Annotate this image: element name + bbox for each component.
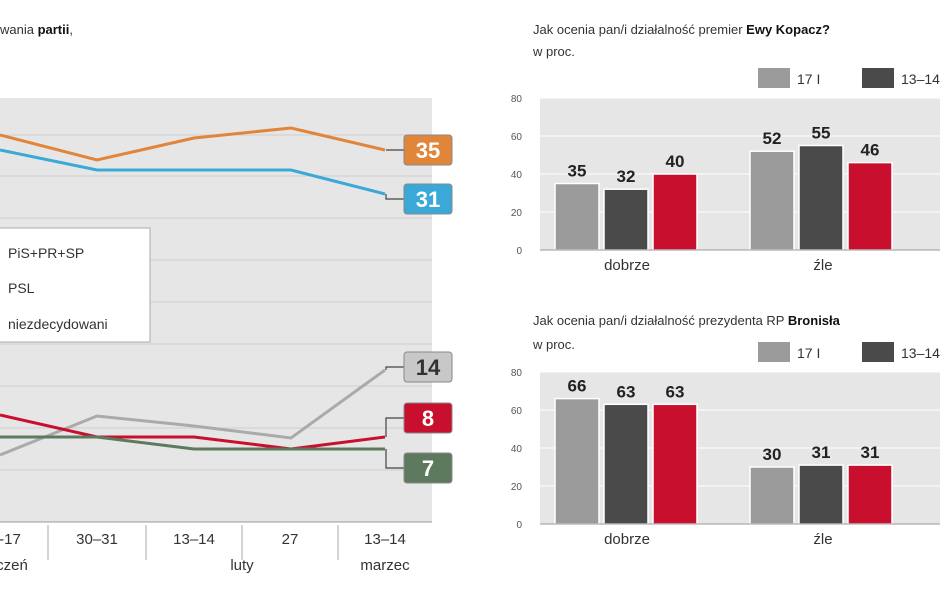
legend-label: 13–14	[901, 345, 940, 361]
end-label-value: 14	[416, 355, 441, 380]
category-label: dobrze	[604, 531, 650, 548]
left-chart-title: wania partii,	[0, 22, 73, 37]
bar	[554, 397, 600, 525]
line-series	[0, 413, 386, 451]
bar-value-label: 66	[568, 377, 587, 396]
bar	[603, 188, 649, 251]
legend-swatch	[862, 342, 894, 362]
bar-value-label: 40	[666, 152, 685, 171]
top-chart-unit: w proc.	[533, 44, 575, 59]
legend-swatch	[758, 342, 790, 362]
end-label-box	[403, 452, 453, 484]
bar-value-label: 30	[763, 445, 782, 464]
legend-box	[0, 227, 151, 343]
bar	[652, 173, 698, 251]
bar-chart-komorowski: 17 I 13–14 80 60 40 20 0 66 63 63 30 31 31 dobrze źle	[511, 342, 940, 548]
legend-swatch	[758, 68, 790, 88]
bar	[847, 464, 893, 525]
y-tick-label: 20	[511, 482, 523, 493]
y-tick-label: 40	[511, 170, 523, 181]
x-tick-label: -17	[0, 531, 21, 548]
category-label: źle	[813, 531, 832, 548]
legend-label: 13–14	[901, 71, 940, 87]
bar	[798, 464, 844, 525]
bar-value-label: 52	[763, 129, 782, 148]
x-tick-label: 13–14	[173, 531, 215, 548]
bar-legend: 17 I 13–14	[758, 342, 940, 362]
bar	[798, 144, 844, 251]
line-series	[0, 435, 385, 451]
x-tick-label: 27	[282, 531, 299, 548]
end-label-value: 35	[416, 138, 440, 163]
month-label: luty	[230, 557, 254, 574]
end-label-value: 8	[422, 406, 434, 431]
label-connector	[385, 449, 404, 469]
end-label-box	[403, 351, 453, 383]
y-tick-label: 80	[511, 368, 523, 379]
bottom-chart-title: Jak ocenia pan/i działalność prezydenta …	[533, 313, 840, 328]
bar	[603, 403, 649, 525]
legend-swatch	[862, 68, 894, 88]
y-tick-label: 80	[511, 94, 523, 105]
legend-label: 17 I	[797, 345, 820, 361]
bar-value-label: 55	[812, 124, 831, 143]
x-tick-label: 13–14	[364, 531, 406, 548]
bar-chart-kopacz: 17 I 13–14 80 60 40 20 0 35 32 40 52 55 46 dobrze źle	[511, 68, 940, 274]
bar	[749, 150, 795, 251]
label-connector	[385, 417, 404, 437]
bar-value-label: 31	[812, 443, 831, 462]
label-connector	[385, 366, 404, 370]
bar-value-label: 63	[617, 382, 636, 401]
bar	[652, 403, 698, 525]
category-label: źle	[813, 257, 832, 274]
y-tick-label: 60	[511, 132, 523, 143]
line-series	[0, 148, 386, 196]
legend-label: 17 I	[797, 71, 820, 87]
x-tick-label: 30–31	[76, 531, 118, 548]
bar-value-label: 35	[568, 162, 587, 181]
bar-value-label: 31	[861, 443, 880, 462]
y-tick-label: 60	[511, 406, 523, 417]
month-label: marzec	[360, 557, 410, 574]
y-tick-label: 20	[511, 208, 523, 219]
end-label-box	[403, 134, 453, 166]
y-tick-label: 0	[516, 520, 522, 531]
bar	[554, 182, 600, 251]
bar	[749, 466, 795, 525]
bar-value-label: 32	[617, 167, 636, 186]
line-series	[0, 126, 386, 162]
y-tick-label: 40	[511, 444, 523, 455]
line-legend: PiS+PR+SP PSL niezdecydowani	[0, 227, 151, 343]
y-tick-label: 0	[516, 246, 522, 257]
bottom-chart-unit: w proc.	[533, 337, 575, 352]
end-label-box	[403, 402, 453, 434]
label-connector	[385, 194, 404, 200]
bar-value-label: 46	[861, 141, 880, 160]
category-label: dobrze	[604, 257, 650, 274]
bar-value-label: 63	[666, 382, 685, 401]
legend-entry: PiS+PR+SP	[8, 245, 84, 261]
end-label-box	[403, 183, 453, 215]
bar-legend: 17 I 13–14	[758, 68, 940, 88]
end-label-value: 31	[416, 187, 440, 212]
bar	[847, 161, 893, 251]
top-chart-title: Jak ocenia pan/i działalność premier Ewy…	[533, 22, 830, 37]
legend-entry: PSL	[8, 280, 35, 296]
line-chart: 35 31 14 8 7 PiS+PR+SP PSL niezdecydowani -1…	[0, 98, 453, 574]
end-label-value: 7	[422, 456, 434, 481]
legend-entry: niezdecydowani	[8, 316, 108, 332]
month-label: czeń	[0, 557, 28, 574]
